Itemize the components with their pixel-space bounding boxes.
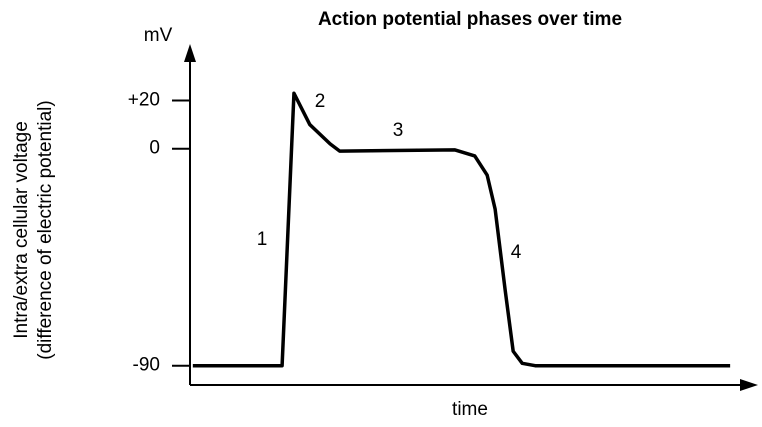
y-tick-label: +20 xyxy=(128,89,160,110)
y-axis-label: (difference of electric potential) xyxy=(35,100,56,359)
phase-label: 2 xyxy=(315,91,326,112)
y-tick-label: 0 xyxy=(149,138,160,159)
phase-label: 4 xyxy=(511,242,522,263)
x-axis-arrow xyxy=(740,379,758,391)
voltage-line xyxy=(192,91,731,368)
y-axis-label: Intra/extra cellular voltage xyxy=(11,121,32,339)
y-unit: mV xyxy=(144,25,173,46)
y-axis-arrow xyxy=(184,44,196,62)
chart-title: Action potential phases over time xyxy=(318,9,622,30)
phase-label: 1 xyxy=(257,229,268,250)
x-axis-label: time xyxy=(452,399,488,420)
phase-label: 3 xyxy=(393,120,404,141)
y-tick-label: -90 xyxy=(133,355,160,376)
